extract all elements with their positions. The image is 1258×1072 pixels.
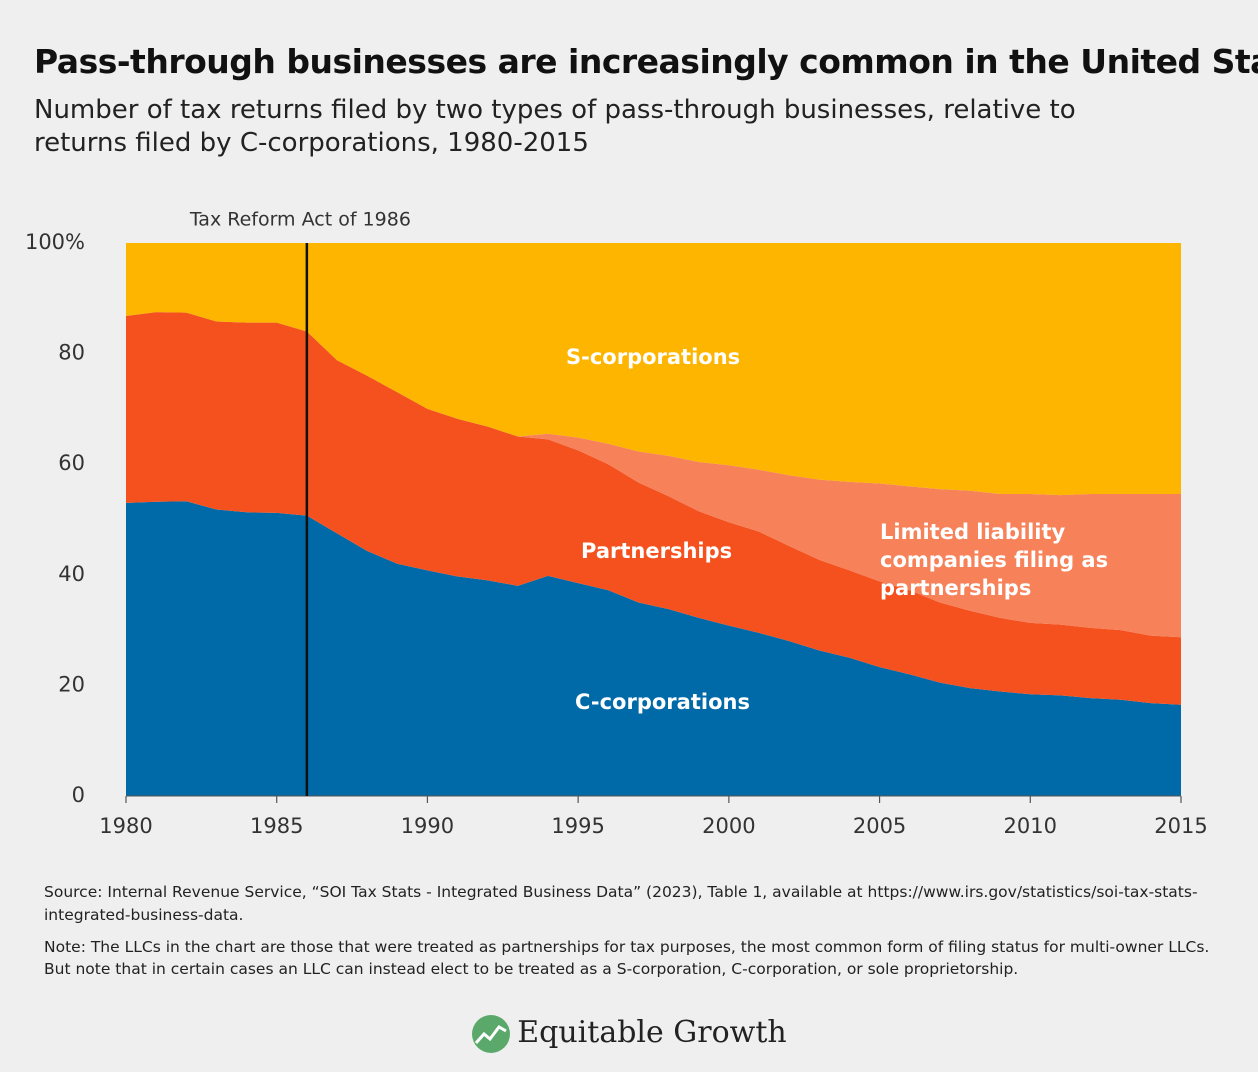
brand: Equitable Growth	[0, 1014, 1258, 1054]
source: Source: Internal Revenue Service, “SOI T…	[44, 883, 1198, 924]
x-tick-label: 1995	[551, 814, 604, 838]
area	[126, 312, 1181, 705]
x-tick-label: 1985	[250, 814, 303, 838]
chart-title: Pass-through businesses are increasingly…	[34, 42, 1258, 81]
area	[126, 501, 1181, 796]
annotation-label: Tax Reform Act of 1986	[189, 209, 411, 231]
area	[126, 243, 1181, 496]
brand-name: Equitable Growth	[517, 1015, 787, 1050]
brand-icon	[472, 1015, 511, 1053]
chart-subtitle: Number of tax returns filed by two types…	[34, 95, 1076, 158]
x-tick-label: 2010	[1004, 814, 1057, 838]
area-label: Limited liability companies filing as pa…	[880, 520, 1109, 600]
area	[126, 312, 1181, 638]
y-tick-label: 40	[58, 562, 85, 586]
x-tick-label: 1980	[99, 814, 152, 838]
x-tick-label: 1990	[401, 814, 454, 838]
y-tick-label: 0	[72, 783, 85, 807]
area-label: Partnerships	[581, 539, 733, 563]
y-tick-label: 60	[58, 451, 85, 475]
y-tick-label: 20	[58, 672, 85, 696]
y-tick-label: 80	[58, 341, 85, 365]
x-tick-label: 2000	[702, 814, 755, 838]
area-label: C-corporations	[575, 690, 750, 714]
x-tick-label: 2015	[1154, 814, 1207, 838]
note: Note: The LLCs in the chart are those th…	[44, 938, 1210, 978]
area-label: S-corporations	[566, 345, 741, 369]
y-tick-label: 100%	[25, 230, 85, 254]
x-tick-label: 2005	[853, 814, 906, 838]
